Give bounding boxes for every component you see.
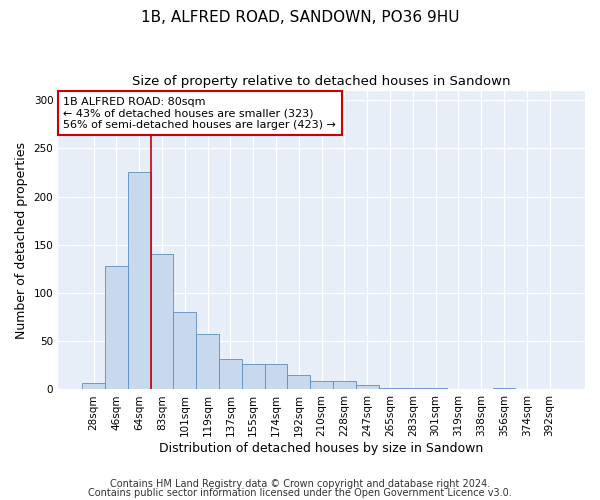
X-axis label: Distribution of detached houses by size in Sandown: Distribution of detached houses by size … <box>160 442 484 455</box>
Bar <box>401 388 424 390</box>
Bar <box>356 384 379 390</box>
Bar <box>105 266 128 390</box>
Bar <box>333 381 356 390</box>
Bar <box>173 312 196 390</box>
Bar <box>424 388 447 390</box>
Text: Contains HM Land Registry data © Crown copyright and database right 2024.: Contains HM Land Registry data © Crown c… <box>110 479 490 489</box>
Bar <box>219 358 242 390</box>
Text: 1B ALFRED ROAD: 80sqm
← 43% of detached houses are smaller (323)
56% of semi-det: 1B ALFRED ROAD: 80sqm ← 43% of detached … <box>64 96 337 130</box>
Bar <box>379 388 401 390</box>
Bar <box>242 364 265 390</box>
Text: Contains public sector information licensed under the Open Government Licence v3: Contains public sector information licen… <box>88 488 512 498</box>
Bar <box>196 334 219 390</box>
Bar <box>82 382 105 390</box>
Bar <box>493 388 515 390</box>
Text: 1B, ALFRED ROAD, SANDOWN, PO36 9HU: 1B, ALFRED ROAD, SANDOWN, PO36 9HU <box>141 10 459 25</box>
Bar <box>287 375 310 390</box>
Bar <box>128 172 151 390</box>
Bar <box>151 254 173 390</box>
Title: Size of property relative to detached houses in Sandown: Size of property relative to detached ho… <box>133 75 511 88</box>
Bar <box>310 381 333 390</box>
Y-axis label: Number of detached properties: Number of detached properties <box>15 142 28 338</box>
Bar <box>265 364 287 390</box>
